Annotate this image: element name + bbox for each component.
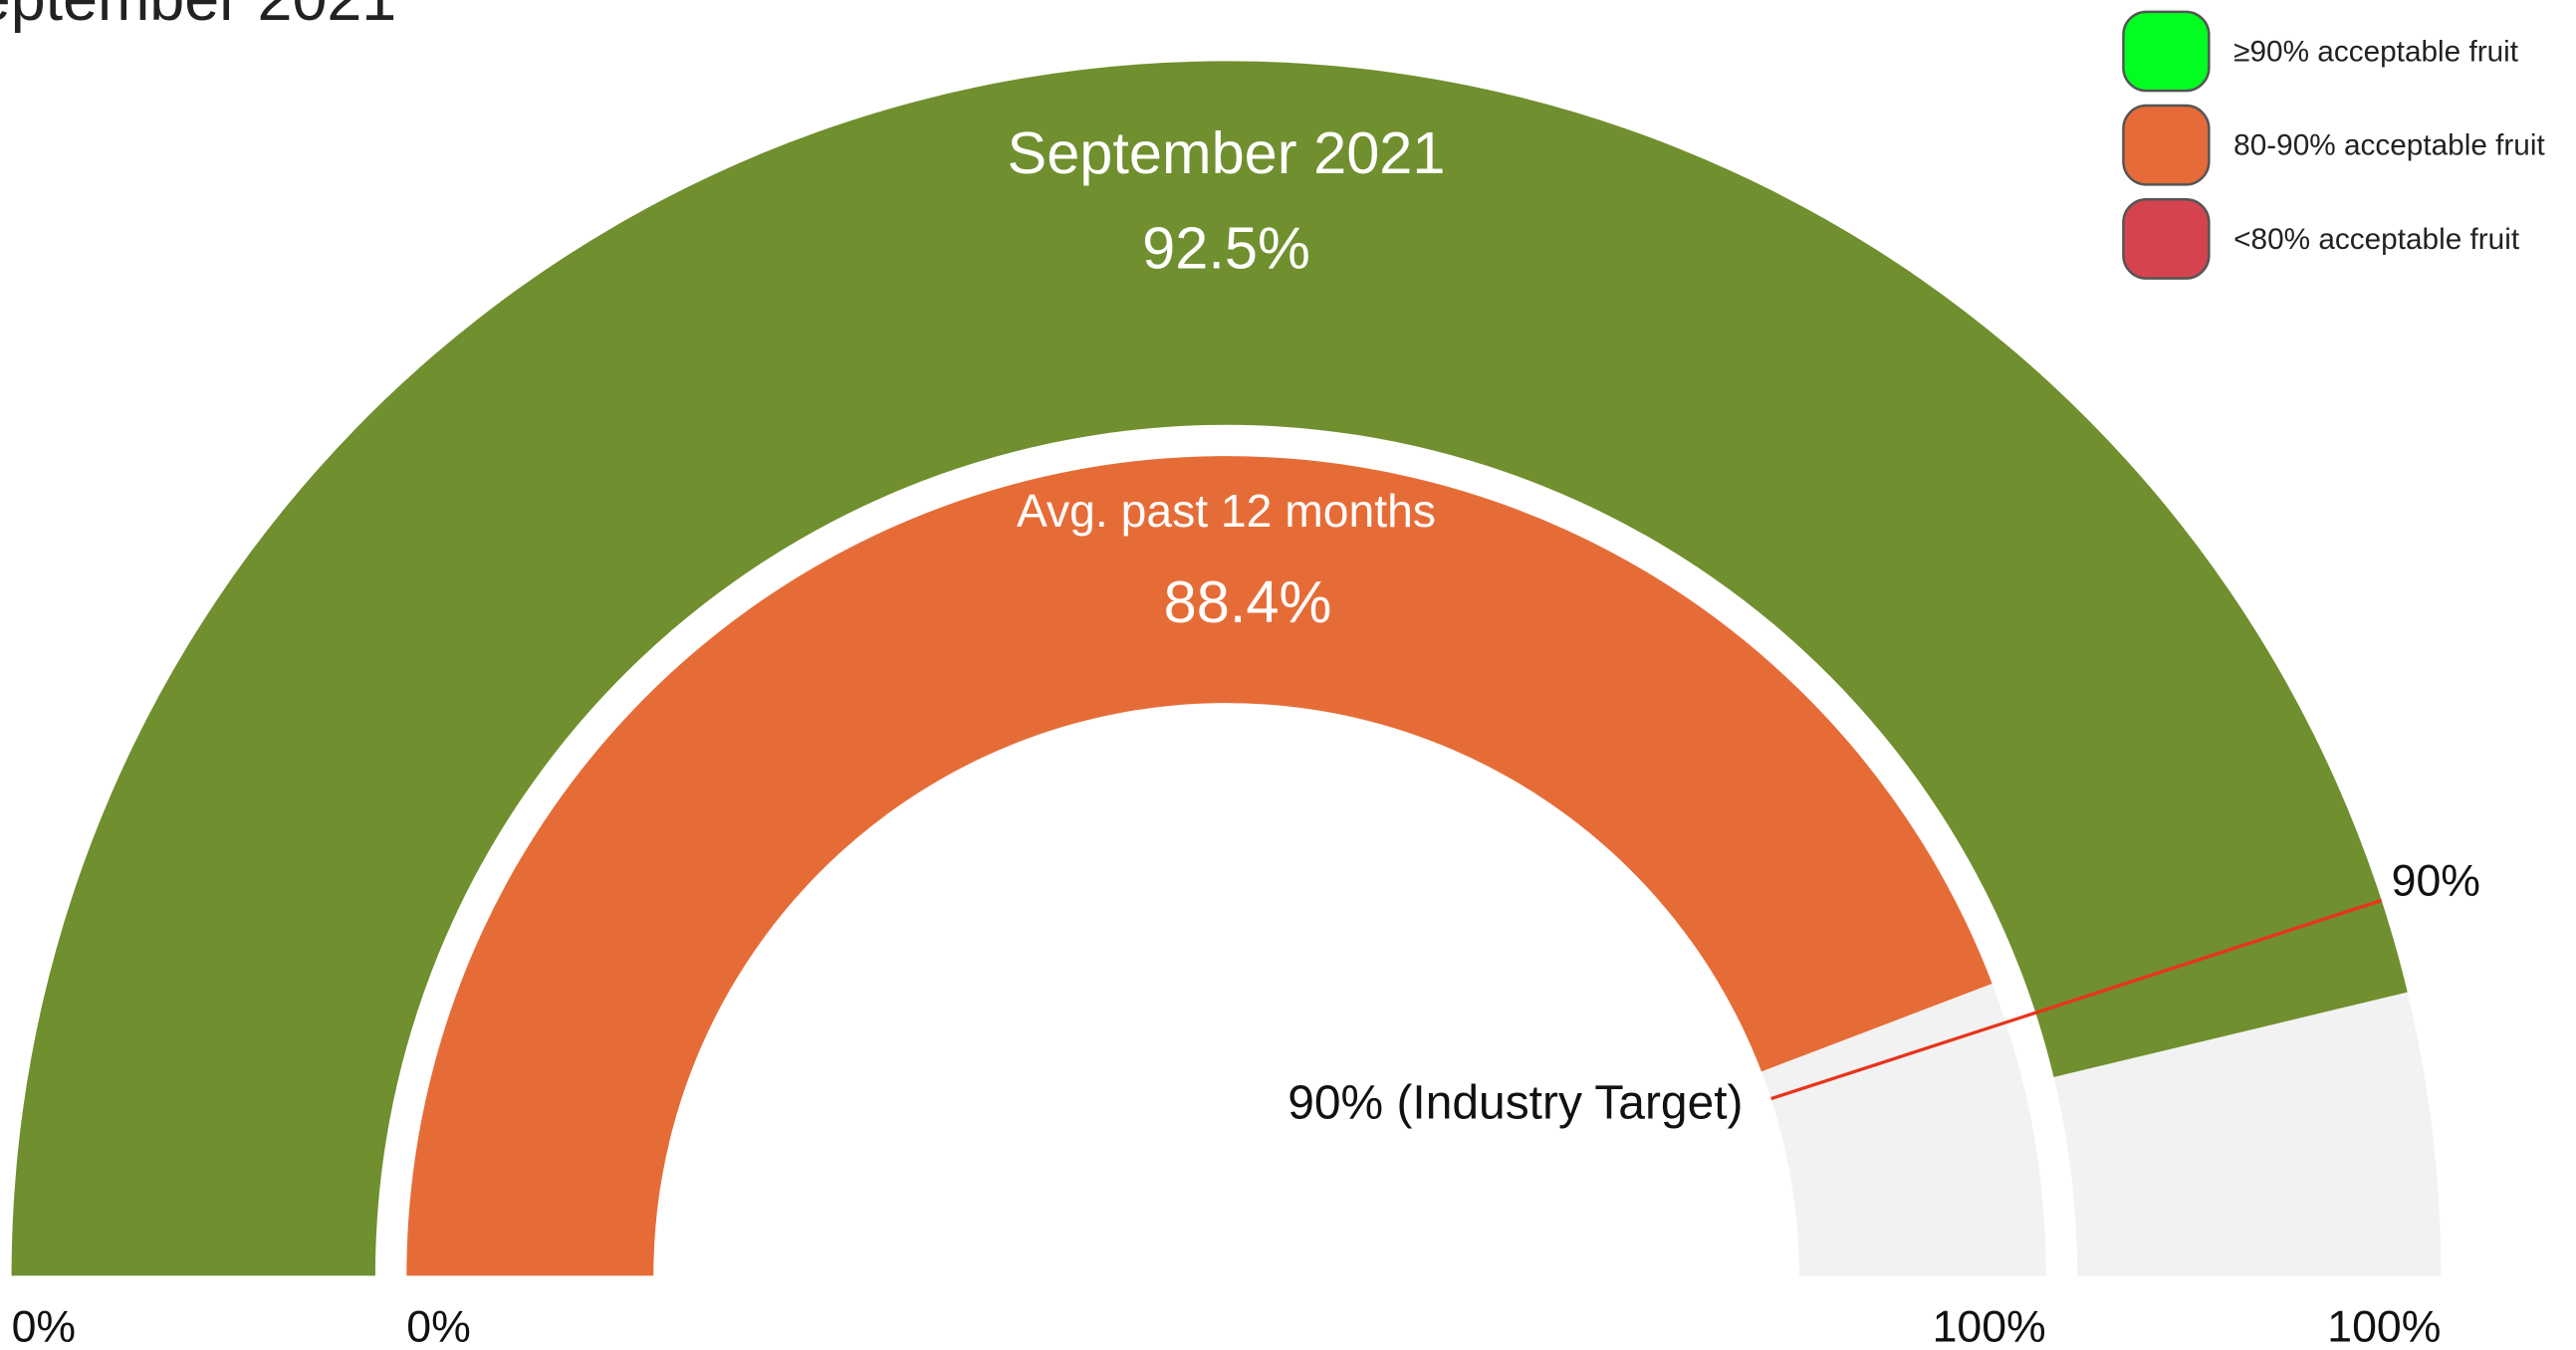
chart-title: September 2021 xyxy=(0,0,396,34)
gauge-bar xyxy=(11,61,2408,1276)
series-name: Avg. past 12 months xyxy=(1017,485,1436,537)
legend-label: 80-90% acceptable fruit xyxy=(2233,129,2545,162)
target-line xyxy=(1770,898,2383,1101)
tick-label: 0% xyxy=(406,1302,471,1350)
target-tick-label: 90% xyxy=(2392,856,2480,905)
legend-label: ≥90% acceptable fruit xyxy=(2233,35,2519,68)
tick-label: 0% xyxy=(12,1302,77,1350)
gauge-track xyxy=(1760,983,2046,1276)
tick-label: 100% xyxy=(1933,1302,2046,1350)
target-label: 90% (Industry Target) xyxy=(1288,1076,1743,1129)
series-name: September 2021 xyxy=(1008,119,1446,186)
legend-swatch xyxy=(2122,104,2211,186)
value-label: 92.5% xyxy=(1142,215,1310,282)
gauge-bar xyxy=(406,456,1992,1276)
value-label: 88.4% xyxy=(1164,568,1332,635)
gauge-track xyxy=(2053,992,2442,1276)
legend-label: <80% acceptable fruit xyxy=(2233,223,2520,256)
legend-swatch xyxy=(2122,198,2211,280)
legend-swatch xyxy=(2122,10,2211,93)
tick-label: 100% xyxy=(2327,1302,2441,1350)
